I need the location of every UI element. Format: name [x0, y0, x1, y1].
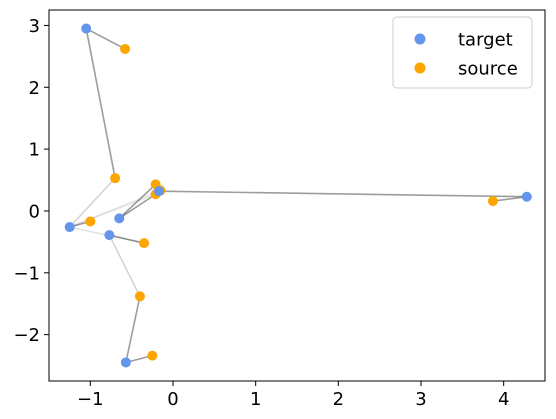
source-point: [120, 43, 131, 54]
y-tick-label: −2: [13, 325, 40, 346]
target-point: [104, 230, 115, 241]
link-line: [108, 234, 141, 297]
y-axis: −2 −1 0 1 2 3: [13, 16, 49, 346]
y-tick-label: 2: [29, 78, 40, 99]
y-tick-label: 0: [29, 201, 40, 222]
y-tick-label: −1: [13, 263, 40, 284]
x-tick-label: 0: [167, 389, 178, 410]
target-point: [153, 186, 164, 197]
x-tick-label: 2: [333, 389, 344, 410]
target-point: [120, 357, 131, 368]
x-tick-label: 1: [250, 389, 261, 410]
x-axis: −1 0 1 2 3 4: [77, 381, 509, 410]
link-line: [118, 193, 157, 220]
source-point: [85, 216, 96, 227]
link-line: [85, 28, 116, 179]
legend: target source: [392, 16, 533, 89]
legend-box: [392, 16, 533, 89]
link-line: [125, 296, 141, 363]
link-line: [109, 234, 145, 244]
legend-marker-target: [414, 33, 426, 45]
target-point: [521, 191, 532, 202]
x-tick-label: 4: [498, 389, 509, 410]
x-tick-label: −1: [77, 389, 104, 410]
y-tick-label: 3: [29, 16, 40, 37]
points-layer: [64, 23, 532, 368]
legend-label-target: target: [458, 30, 513, 51]
link-line: [69, 193, 156, 228]
source-point: [110, 173, 121, 184]
link-line: [118, 183, 157, 219]
legend-marker-source: [414, 62, 426, 74]
link-line: [492, 195, 527, 202]
plot-frame: [48, 9, 546, 382]
target-point: [114, 213, 125, 224]
link-line: [69, 189, 161, 228]
y-tick-label: 1: [29, 140, 40, 161]
legend-label-source: source: [458, 59, 518, 80]
target-point: [64, 222, 75, 233]
link-line: [85, 27, 126, 50]
x-tick-label: 3: [415, 389, 426, 410]
source-point: [147, 350, 158, 361]
source-point: [134, 291, 145, 302]
target-point: [81, 23, 92, 34]
source-point: [139, 238, 150, 249]
link-line: [69, 177, 116, 228]
link-line: [158, 190, 527, 198]
source-point: [487, 196, 498, 207]
